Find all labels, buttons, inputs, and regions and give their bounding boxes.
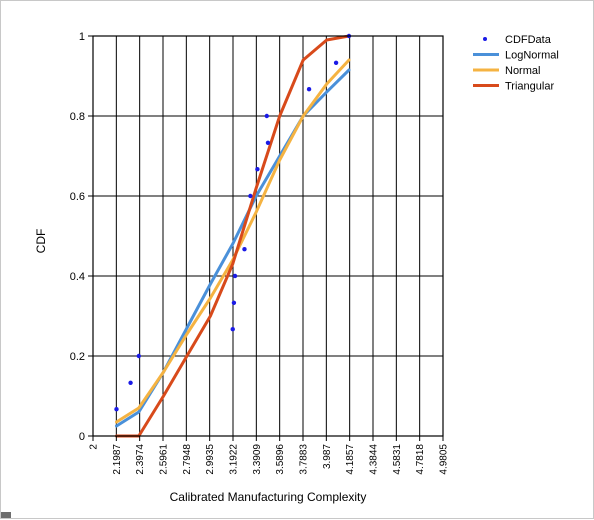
data-point-cdfdata	[248, 193, 253, 199]
data-point-cdfdata	[264, 113, 269, 119]
x-tick-label: 4.7818	[415, 444, 426, 475]
y-tick-label: 0.6	[70, 191, 85, 203]
x-tick-label: 2.9935	[205, 444, 216, 475]
y-tick-label: 0.2	[70, 351, 85, 363]
legend-label-cdfdata: CDFData	[505, 34, 552, 46]
series-line-triangular	[115, 34, 351, 438]
grid-lines	[93, 36, 443, 436]
axis-ticks: 2 2.1987 2.3974 2.5961 2.7948 2.9935 3.1922 3.3…	[70, 31, 450, 475]
data-point-cdfdata	[232, 273, 238, 279]
x-tick-label: 4.3844	[369, 444, 380, 475]
legend-label-triangular: Triangular	[505, 81, 554, 93]
x-tick-label: 4.5831	[392, 444, 403, 475]
data-point-cdfdata	[255, 167, 260, 172]
x-tick-label: 2.3974	[135, 444, 146, 475]
legend-swatch-cdfdata	[483, 37, 487, 41]
x-tick-label: 2.1987	[112, 444, 123, 475]
data-point-cdfdata	[128, 380, 133, 385]
window-corner-mark	[1, 512, 11, 518]
data-point-cdfdata	[265, 140, 271, 145]
y-tick-label: 0.4	[70, 271, 85, 283]
x-tick-label: 3.5896	[275, 444, 286, 475]
data-point-cdfdata	[306, 87, 312, 92]
x-tick-label: 2.5961	[159, 444, 170, 475]
legend-label-lognormal: LogNormal	[505, 50, 559, 62]
x-tick-label: 3.987	[322, 444, 333, 469]
x-tick-label: 2.7948	[182, 444, 193, 475]
legend: CDFData LogNormal Normal Triangular	[473, 34, 559, 93]
x-tick-label: 4.1857	[345, 444, 356, 475]
data-point-cdfdata	[136, 353, 141, 359]
data-point-cdfdata	[230, 327, 235, 332]
x-tick-label: 3.1922	[229, 444, 240, 475]
y-tick-label: 1	[79, 31, 85, 43]
plot-area-frame	[92, 35, 444, 437]
data-point-cdfdata	[114, 407, 119, 412]
x-axis-title: Calibrated Manufacturing Complexity	[170, 490, 367, 504]
data-point-cdfdata	[242, 247, 247, 252]
y-tick-label: 0.8	[70, 111, 85, 123]
y-axis-title: CDF	[34, 229, 48, 254]
x-tick-label: 2	[89, 444, 100, 450]
x-tick-label: 4.9805	[439, 444, 450, 475]
data-point-cdfdata	[231, 300, 237, 305]
y-tick-label: 0	[79, 431, 85, 443]
legend-label-normal: Normal	[505, 65, 540, 77]
data-point-cdfdata	[333, 60, 339, 65]
x-tick-label: 3.3909	[252, 444, 263, 475]
data-points	[114, 33, 352, 412]
series-lines	[115, 34, 351, 438]
x-tick-label: 3.7883	[299, 444, 310, 475]
